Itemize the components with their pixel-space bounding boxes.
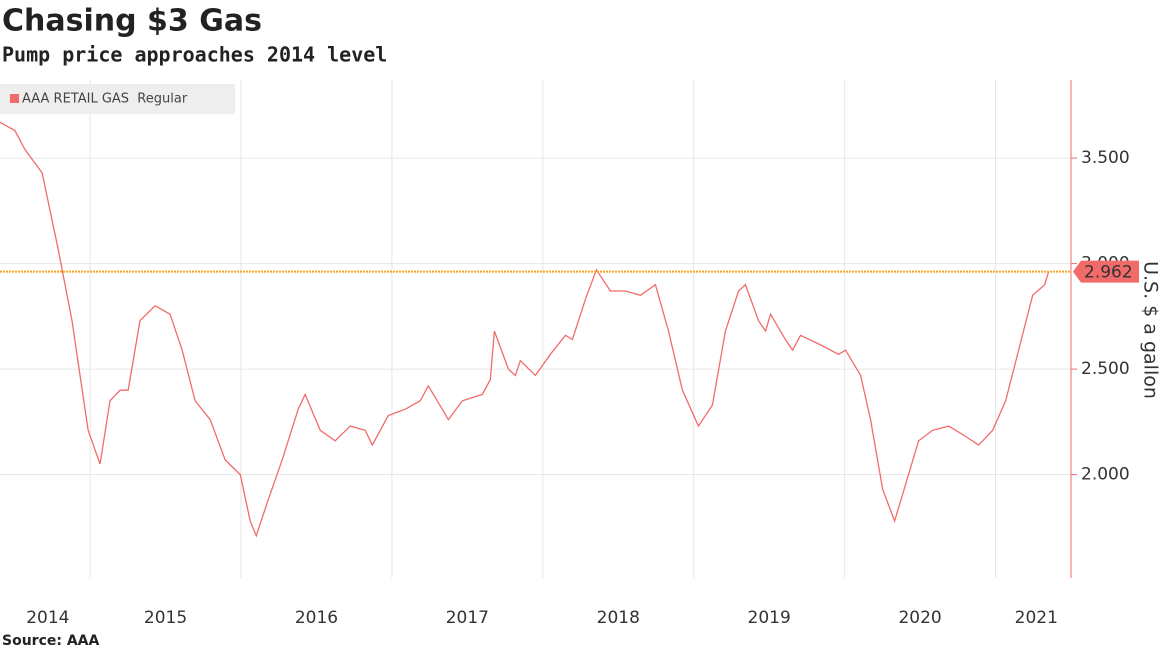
legend-box — [0, 84, 235, 114]
legend-label: AAA RETAIL GAS Regular — [22, 92, 188, 107]
y-axis-label: U.S. $ a gallon — [1140, 261, 1162, 399]
x-tick-label: 2016 — [295, 608, 338, 628]
legend-swatch — [10, 94, 19, 103]
x-tick-label: 2014 — [26, 608, 69, 628]
x-tick-label: 2020 — [898, 608, 941, 628]
x-tick-label: 2019 — [748, 608, 791, 628]
x-tick-label: 2017 — [446, 608, 489, 628]
source: Source: AAA — [2, 633, 100, 649]
x-tick-label: 2015 — [144, 608, 187, 628]
price-line — [0, 121, 1050, 538]
chart-title: Chasing $3 Gas — [2, 4, 262, 39]
y-tick-label: 3.500 — [1081, 148, 1130, 168]
value-callout-label: 2.962 — [1084, 263, 1133, 283]
y-tick-label: 2.500 — [1081, 359, 1130, 379]
y-tick-label: 2.000 — [1081, 465, 1130, 485]
x-tick-label: 2021 — [1015, 608, 1058, 628]
value-callout — [1073, 260, 1139, 283]
chart-subtitle: Pump price approaches 2014 level — [2, 43, 387, 67]
x-tick-label: 2018 — [597, 608, 640, 628]
